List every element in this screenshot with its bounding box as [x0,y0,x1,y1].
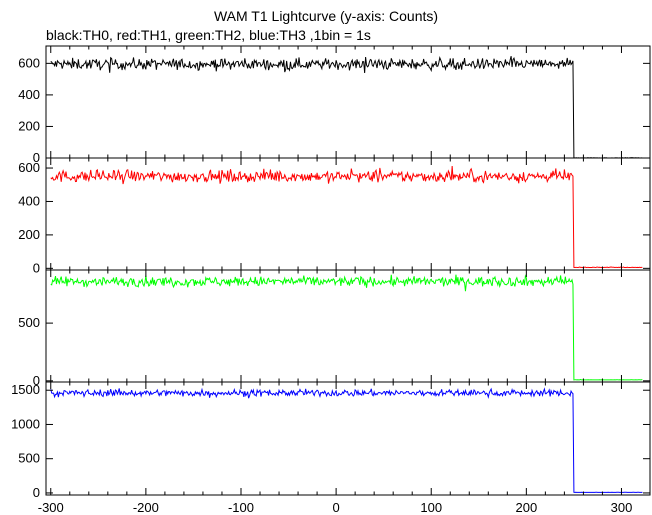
y-tick-label: 600 [18,55,40,70]
y-tick-label: 0 [33,485,40,500]
panel-frame [45,381,651,496]
y-tick-label: 500 [18,315,40,330]
series-line-th2 [50,274,643,381]
x-tick-label: -200 [133,500,159,515]
x-tick-label: 100 [420,500,442,515]
chart-subtitle: black:TH0, red:TH1, green:TH2, blue:TH3 … [46,27,371,43]
x-tick-label: -300 [38,500,64,515]
y-tick-label: 200 [18,118,40,133]
y-tick-label: 600 [18,160,40,175]
series-line-th3 [50,387,643,493]
panel-frame [45,269,651,383]
x-tick-label: -100 [228,500,254,515]
y-tick-label: 1000 [11,416,40,431]
y-tick-label: 1500 [11,382,40,397]
series-line-th1 [50,165,643,269]
x-tick-label: 0 [332,500,339,515]
chart-title: WAM T1 Lightcurve (y-axis: Counts) [213,8,439,24]
y-tick-label: 500 [18,451,40,466]
y-tick-label: 0 [33,260,40,275]
y-tick-label: 0 [33,150,40,165]
y-tick-label: 400 [18,87,40,102]
y-tick-label: 200 [18,227,40,242]
series-line-th0 [50,55,643,159]
y-tick-label: 0 [33,373,40,388]
y-tick-label: 400 [18,193,40,208]
x-tick-label: 300 [611,500,633,515]
x-tick-label: 200 [515,500,537,515]
